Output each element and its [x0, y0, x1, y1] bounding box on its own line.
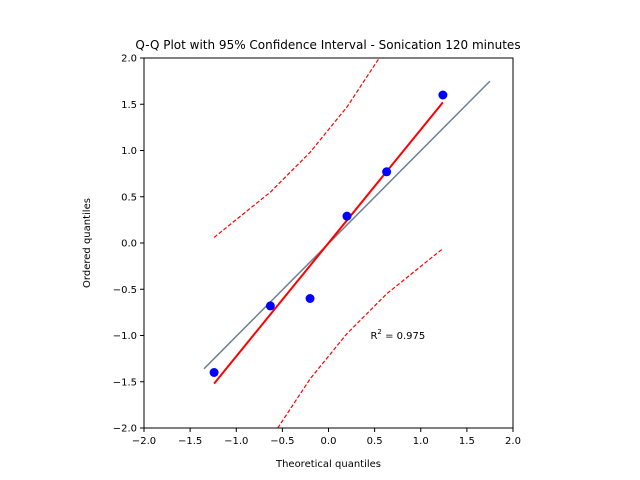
chart-title: Q-Q Plot with 95% Confidence Interval - …: [135, 38, 520, 52]
r-squared-annotation: R2 = 0.975: [370, 328, 425, 342]
data-point: [438, 90, 448, 100]
x-tick-label: 0.5: [367, 436, 383, 447]
data-point: [209, 368, 219, 377]
x-tick-label: −0.5: [270, 436, 294, 447]
r-squared-value: = 0.975: [382, 331, 425, 342]
data-point: [382, 167, 392, 177]
x-tick-label: 0.0: [321, 436, 337, 447]
x-tick-label: 1.0: [413, 436, 429, 447]
y-tick-label: 1.0: [121, 146, 137, 157]
y-tick-label: −0.5: [113, 285, 137, 296]
fit-line: [213, 101, 444, 385]
y-tick-label: 0.5: [121, 192, 137, 203]
ci-lower-line: [277, 248, 444, 428]
y-tick-label: −1.5: [113, 377, 137, 388]
x-tick-label: −1.5: [178, 436, 202, 447]
y-axis-label: Ordered quantiles: [82, 198, 93, 288]
data-point: [305, 294, 315, 303]
r-squared-symbol: R: [370, 331, 377, 342]
y-tick-label: 0.0: [121, 239, 137, 250]
y-tick-label: 1.5: [121, 100, 137, 111]
ci-upper-line: [213, 58, 380, 238]
x-tick-label: −1.0: [224, 436, 248, 447]
data-point: [342, 211, 352, 221]
y-tick-label: 2.0: [121, 54, 137, 65]
y-tick-label: −2.0: [113, 424, 137, 435]
plot-contents: [203, 58, 491, 428]
y-tick-label: −1.0: [113, 331, 137, 342]
x-tick-label: −2.0: [132, 436, 156, 447]
x-axis-label: Theoretical quantiles: [275, 459, 381, 470]
plot-area: [203, 58, 491, 428]
r-squared-superscript: 2: [377, 328, 381, 336]
axis-ticks: −2.0 −1.5 −1.0 −0.5 0.0 0.5 1.0 1.5 2.0 −2.0 −1.5 −…: [113, 54, 521, 448]
data-point: [265, 301, 275, 311]
x-tick-label: 1.5: [459, 436, 475, 447]
reference-line: [203, 80, 491, 370]
x-tick-label: 2.0: [505, 436, 521, 447]
